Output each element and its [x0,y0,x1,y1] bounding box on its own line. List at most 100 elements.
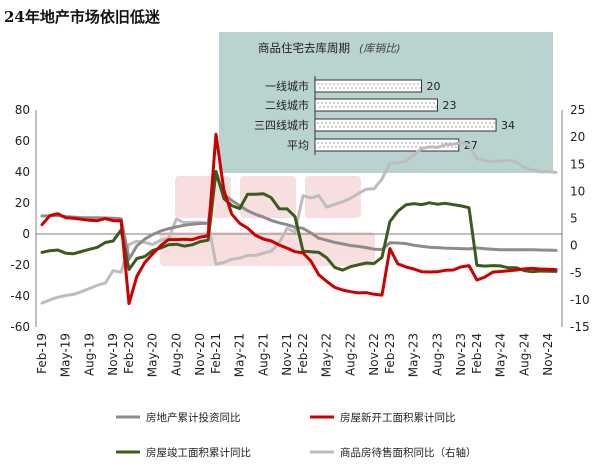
inset-bar-dot [337,102,339,104]
inset-bar-dot [449,122,451,124]
inset-bar-dot [353,122,355,124]
inset-bar-dot [375,87,377,89]
inset-bar-dot [453,122,455,124]
page-title: 24年地产市场依旧低迷 [4,8,160,26]
inset-bar-dot [433,122,435,124]
inset-bar-dot [327,106,329,108]
inset-bar-dot [425,102,427,104]
inset-bar-dot [395,87,397,89]
inset-bar-dot [477,122,479,124]
inset-bar-dot [375,106,377,108]
inset-bar-dot [425,142,427,144]
inset-bar-dot [337,142,339,144]
inset-bar-dot [495,126,497,128]
inset-bar-dot [361,102,363,104]
inset-bar-dot [413,122,415,124]
inset-category-label: 二线城市 [265,98,309,112]
y-left-tick-label: 0 [22,227,30,241]
inset-bar-dot [369,83,371,85]
inset-bar-dot [397,122,399,124]
inset-bar-dot [445,122,447,124]
inset-bar [314,79,422,93]
inset-bar-dot [333,102,335,104]
inset-bar-dot [375,126,377,128]
y-right-tick-label: 0 [570,239,578,253]
inset-unit: (库销比) [359,42,401,55]
series-line [40,132,558,306]
inset-bar-dot [429,122,431,124]
inset-bar-dot [373,83,375,85]
inset-bar-dot [389,142,391,144]
inset-bar-dot [489,122,491,124]
inset-bar-dot [387,87,389,89]
inset-bar-dot [343,126,345,128]
inset-bar-dot [417,122,419,124]
y-right-tick-label: 20 [570,130,585,144]
inset-bar-dot [395,146,397,148]
inset-bar-dot [335,146,337,148]
inset-bar-dot [403,126,405,128]
inset-bar-dot [357,83,359,85]
inset-bar-dot [367,87,369,89]
inset-bar-dot [347,87,349,89]
inset-bar [314,98,438,112]
y-left-tick-label: -60 [10,320,30,334]
x-tick-label: May-22 [320,333,334,377]
inset-bar-dot [319,126,321,128]
inset-bar-dot [379,106,381,108]
y-right-tick-label: 25 [570,103,585,117]
inset-bar-dot [447,146,449,148]
y-left-tick-label: 60 [15,134,30,148]
inset-bar-dot [321,102,323,104]
inset-bar-dot [321,122,323,124]
inset-bar-dot [337,83,339,85]
x-tick-label: Nov-23 [454,333,468,376]
inset-bar-dot [395,126,397,128]
inset-bar-dot [393,102,395,104]
inset-bar-value: 34 [501,119,515,132]
inset-bar-dot [421,122,423,124]
x-tick-label: Nov-19 [106,333,120,376]
inset-bar-dot [345,142,347,144]
x-tick-label: Nov-21 [280,333,294,376]
inset-bar-dot [413,142,415,144]
inset-bar-dot [373,142,375,144]
inset-bar-dot [403,106,405,108]
inset-bar-dot [415,87,417,89]
inset-bar-dot [431,126,433,128]
inset-bar-dot [367,146,369,148]
inset-bar-dot [435,126,437,128]
inset-bar-dot [483,126,485,128]
x-tick-label: Nov-22 [367,333,381,376]
inset-bar-dot [347,146,349,148]
inset-bar-dot [345,83,347,85]
inset-bar-dot [455,126,457,128]
inset-bar-dot [391,106,393,108]
inset-bar-dot [319,106,321,108]
inset-bar-dot [387,106,389,108]
x-tick-label: May-24 [494,333,508,377]
inset-bar-dot [363,106,365,108]
inset-bar-dot [427,126,429,128]
inset-bar-dot [343,146,345,148]
inset-bar-dot [447,126,449,128]
inset-bar-dot [393,142,395,144]
inset-bar-dot [359,87,361,89]
inset-bar-dot [341,83,343,85]
y-left-ticks: 80 60 40 20 0 -20 -40 -60 [10,103,30,334]
inset-bar-dot [325,122,327,124]
inset-bar-dot [471,126,473,128]
inset-bar-dot [341,102,343,104]
inset-bar-dot [353,102,355,104]
inset-bar-dot [377,102,379,104]
inset-bar-dot [383,106,385,108]
inset-bar-dot [345,122,347,124]
inset-bar-dot [401,142,403,144]
x-tick-label: Aug-22 [343,333,357,376]
inset-bar-dot [377,83,379,85]
y-right-ticks: 25 20 15 10 5 0 -5 -10 -15 [570,103,590,334]
inset-bar-dot [345,102,347,104]
inset-bar-dot [421,102,423,104]
